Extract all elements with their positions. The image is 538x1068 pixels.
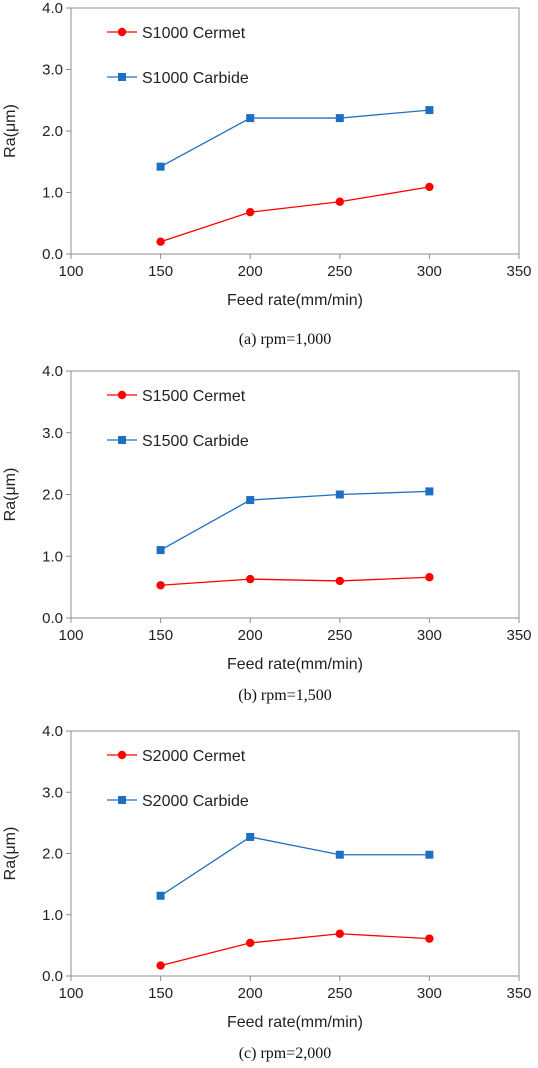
legend-label: S1000 Carbide — [142, 70, 249, 87]
legend-marker — [118, 796, 126, 804]
legend-marker — [117, 390, 127, 400]
data-point-carbide — [425, 850, 434, 859]
data-point-carbide — [335, 114, 344, 123]
data-point-cermet — [246, 207, 255, 217]
x-tick-label: 200 — [238, 263, 263, 280]
y-tick-label: 4.0 — [42, 363, 63, 380]
y-tick-label: 1.0 — [42, 185, 63, 202]
plot-frame — [70, 730, 520, 977]
y-axis-label: Ra(μm) — [2, 468, 19, 522]
x-axis-label: Feed rate(mm/min) — [227, 292, 363, 309]
y-tick-label: 3.0 — [42, 425, 63, 442]
y-tick-label: 0.0 — [42, 610, 63, 627]
series-line-0 — [160, 933, 430, 967]
x-tick-label: 250 — [327, 985, 352, 1002]
series-line-0 — [160, 576, 430, 586]
legend-label: S2000 Cermet — [142, 748, 246, 765]
data-point-cermet — [246, 938, 255, 948]
chart-panel-2: 0.0 1.0 2.0 3.0 4.0 100 150 200 250 300 350 Feed ra… — [2, 723, 532, 1062]
data-point-cermet — [425, 182, 434, 192]
data-point-cermet — [246, 574, 255, 584]
x-tick-label: 300 — [417, 985, 442, 1002]
series-line-0 — [160, 186, 430, 243]
data-point-carbide — [246, 114, 255, 123]
legend-marker — [117, 27, 127, 37]
data-point-carbide — [156, 162, 165, 171]
y-tick-label: 1.0 — [42, 548, 63, 565]
y-tick-label: 1.0 — [42, 907, 63, 924]
x-tick-label: 300 — [417, 627, 442, 644]
plot-frame — [70, 7, 520, 255]
chart-panel-1: 0.0 1.0 2.0 3.0 4.0 100 150 200 250 300 350 Feed ra… — [2, 363, 532, 704]
legend-label: S1500 Cermet — [142, 388, 246, 405]
y-tick-label: 2.0 — [42, 123, 63, 140]
y-tick-label: 0.0 — [42, 246, 63, 263]
legend-marker — [118, 436, 126, 444]
x-tick-label: 150 — [148, 627, 173, 644]
data-point-carbide — [246, 832, 255, 841]
y-tick-label: 2.0 — [42, 846, 63, 863]
series-line-1 — [160, 109, 430, 168]
x-axis-label: Feed rate(mm/min) — [227, 1014, 363, 1031]
y-tick-label: 3.0 — [42, 62, 63, 79]
y-axis-label: Ra(μm) — [2, 104, 19, 158]
data-point-cermet — [156, 237, 165, 246]
data-point-carbide — [246, 496, 255, 505]
x-tick-label: 250 — [327, 627, 352, 644]
data-point-cermet — [335, 576, 344, 586]
data-point-carbide — [425, 487, 434, 496]
legend-label: S1000 Cermet — [142, 25, 246, 42]
x-tick-label: 150 — [148, 263, 173, 280]
x-tick-label: 200 — [238, 985, 263, 1002]
y-tick-label: 4.0 — [42, 0, 63, 17]
x-tick-label: 250 — [327, 263, 352, 280]
data-point-carbide — [335, 850, 344, 859]
y-axis-label: Ra(μm) — [2, 827, 19, 881]
data-point-cermet — [335, 197, 344, 206]
data-point-cermet — [156, 961, 165, 970]
y-tick-label: 4.0 — [42, 723, 63, 740]
legend-marker — [117, 750, 127, 760]
data-point-carbide — [335, 490, 344, 499]
x-tick-label: 100 — [58, 985, 83, 1002]
data-point-carbide — [425, 106, 434, 115]
data-point-carbide — [156, 891, 165, 900]
x-tick-label: 350 — [506, 263, 531, 280]
x-axis-label: Feed rate(mm/min) — [227, 656, 363, 673]
panel-caption: (b) rpm=1,500 — [238, 687, 331, 704]
y-tick-label: 0.0 — [42, 968, 63, 985]
y-tick-label: 3.0 — [42, 784, 63, 801]
x-tick-label: 300 — [417, 263, 442, 280]
data-point-cermet — [335, 929, 344, 938]
series-line-1 — [160, 836, 430, 897]
x-tick-label: 200 — [238, 627, 263, 644]
plot-frame — [70, 370, 520, 619]
legend-label: S1500 Carbide — [142, 433, 249, 450]
data-point-cermet — [156, 581, 165, 590]
legend-label: S2000 Carbide — [142, 793, 249, 810]
x-tick-label: 350 — [506, 985, 531, 1002]
x-tick-label: 350 — [506, 627, 531, 644]
series-line-1 — [160, 490, 430, 551]
data-point-carbide — [156, 546, 165, 555]
legend-marker — [118, 73, 126, 81]
x-tick-label: 100 — [58, 263, 83, 280]
data-point-cermet — [425, 934, 434, 943]
data-point-cermet — [425, 573, 434, 582]
panel-caption: (c) rpm=2,000 — [239, 1045, 332, 1062]
x-tick-label: 150 — [148, 985, 173, 1002]
panel-caption: (a) rpm=1,000 — [239, 331, 332, 348]
chart-panel-0: 0.0 1.0 2.0 3.0 4.0 100 150 200 250 300 350 Feed ra… — [2, 0, 532, 348]
x-tick-label: 100 — [58, 627, 83, 644]
y-tick-label: 2.0 — [42, 487, 63, 504]
